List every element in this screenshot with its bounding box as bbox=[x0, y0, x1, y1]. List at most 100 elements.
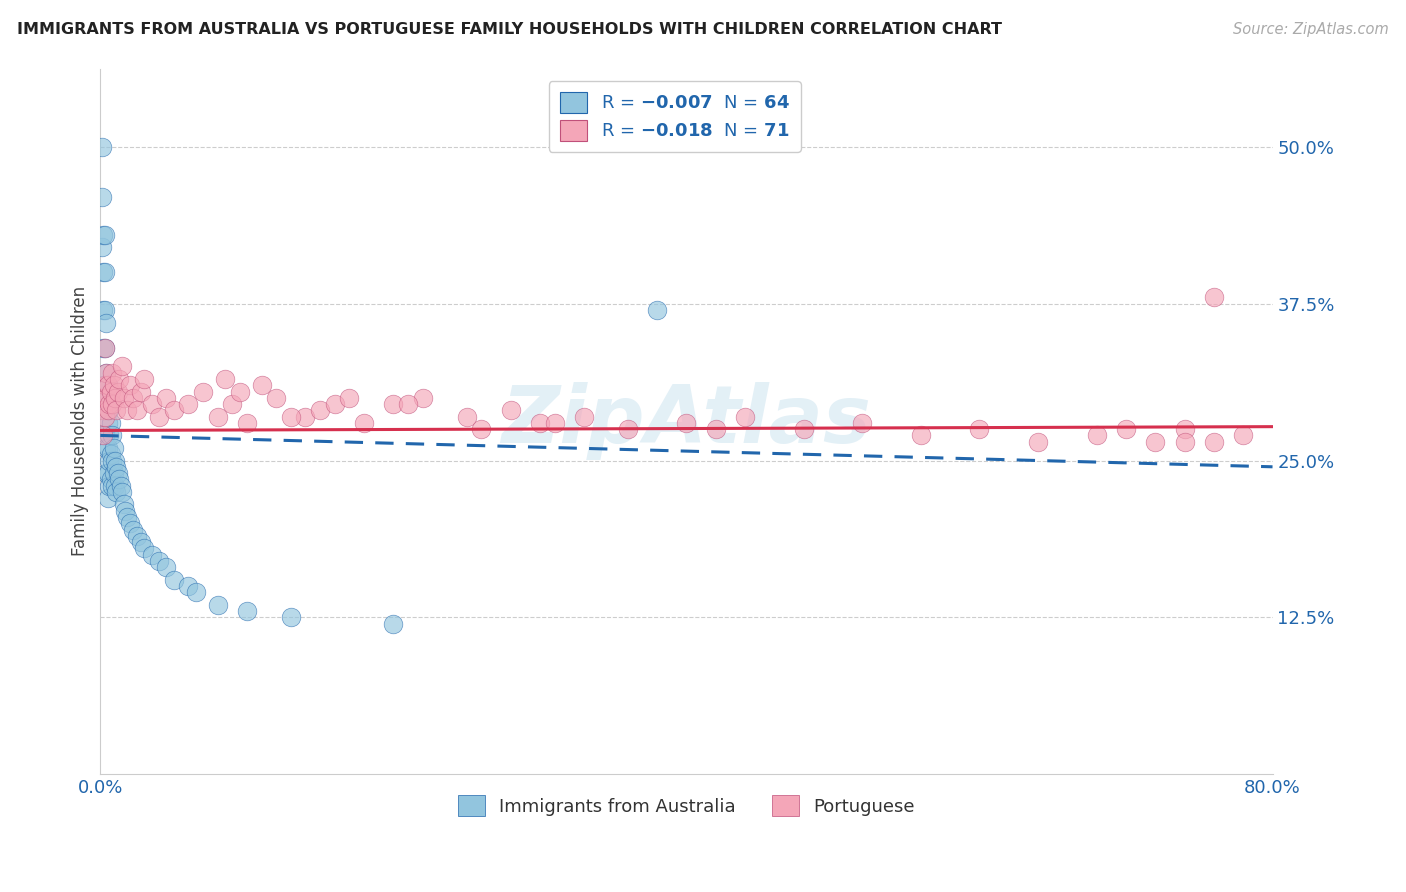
Point bbox=[191, 384, 214, 399]
Point bbox=[1085, 428, 1108, 442]
Point bbox=[96, 366, 118, 380]
Point bbox=[115, 403, 138, 417]
Point bbox=[793, 422, 815, 436]
Point bbox=[969, 422, 991, 436]
Point bbox=[177, 579, 200, 593]
Point bbox=[98, 453, 121, 467]
Point bbox=[100, 384, 122, 399]
Point bbox=[309, 403, 332, 417]
Point bbox=[90, 190, 112, 204]
Point bbox=[339, 391, 361, 405]
Point bbox=[91, 265, 114, 279]
Point bbox=[250, 378, 273, 392]
Point bbox=[108, 472, 131, 486]
Point bbox=[115, 510, 138, 524]
Point bbox=[214, 372, 236, 386]
Point bbox=[734, 409, 756, 424]
Point bbox=[1202, 290, 1225, 304]
Point bbox=[353, 416, 375, 430]
Point bbox=[111, 484, 134, 499]
Point bbox=[207, 409, 229, 424]
Point bbox=[96, 403, 118, 417]
Point bbox=[382, 616, 405, 631]
Point bbox=[1115, 422, 1137, 436]
Point bbox=[98, 403, 121, 417]
Point bbox=[93, 341, 115, 355]
Point bbox=[93, 227, 115, 242]
Point bbox=[236, 604, 259, 618]
Point bbox=[177, 397, 200, 411]
Point bbox=[704, 422, 727, 436]
Point bbox=[280, 610, 302, 624]
Point bbox=[264, 391, 287, 405]
Point bbox=[118, 378, 141, 392]
Point bbox=[97, 491, 120, 505]
Point bbox=[155, 560, 177, 574]
Point bbox=[103, 466, 125, 480]
Point bbox=[221, 397, 243, 411]
Text: ZipAtlas: ZipAtlas bbox=[502, 383, 872, 460]
Point bbox=[91, 227, 114, 242]
Point bbox=[100, 416, 122, 430]
Point bbox=[148, 409, 170, 424]
Point bbox=[105, 459, 128, 474]
Point bbox=[131, 384, 153, 399]
Point bbox=[107, 384, 129, 399]
Point bbox=[96, 366, 118, 380]
Point bbox=[105, 484, 128, 499]
Point bbox=[1026, 434, 1049, 449]
Point bbox=[105, 403, 128, 417]
Text: IMMIGRANTS FROM AUSTRALIA VS PORTUGUESE FAMILY HOUSEHOLDS WITH CHILDREN CORRELAT: IMMIGRANTS FROM AUSTRALIA VS PORTUGUESE … bbox=[17, 22, 1002, 37]
Point bbox=[529, 416, 551, 430]
Point bbox=[103, 378, 125, 392]
Point bbox=[280, 409, 302, 424]
Point bbox=[101, 428, 124, 442]
Point bbox=[96, 441, 118, 455]
Point bbox=[148, 554, 170, 568]
Point bbox=[101, 478, 124, 492]
Point bbox=[101, 366, 124, 380]
Point bbox=[1174, 422, 1197, 436]
Point bbox=[323, 397, 346, 411]
Point bbox=[97, 403, 120, 417]
Point bbox=[91, 341, 114, 355]
Point bbox=[97, 416, 120, 430]
Point bbox=[91, 378, 114, 392]
Point bbox=[100, 472, 122, 486]
Point bbox=[90, 140, 112, 154]
Point bbox=[141, 397, 163, 411]
Point bbox=[103, 441, 125, 455]
Point bbox=[111, 359, 134, 374]
Point bbox=[90, 240, 112, 254]
Point bbox=[91, 428, 114, 442]
Point bbox=[131, 535, 153, 549]
Point bbox=[112, 391, 135, 405]
Point bbox=[645, 303, 668, 318]
Point bbox=[91, 403, 114, 417]
Point bbox=[114, 504, 136, 518]
Point bbox=[96, 316, 118, 330]
Point bbox=[98, 478, 121, 492]
Point bbox=[617, 422, 640, 436]
Point bbox=[104, 391, 127, 405]
Point bbox=[499, 403, 522, 417]
Point bbox=[572, 409, 595, 424]
Point bbox=[93, 303, 115, 318]
Point bbox=[93, 391, 115, 405]
Point bbox=[96, 391, 118, 405]
Point bbox=[675, 416, 697, 430]
Point bbox=[134, 541, 156, 556]
Point bbox=[91, 303, 114, 318]
Point bbox=[1144, 434, 1167, 449]
Point bbox=[97, 378, 120, 392]
Point bbox=[470, 422, 492, 436]
Point bbox=[93, 428, 115, 442]
Point bbox=[101, 453, 124, 467]
Point bbox=[134, 372, 156, 386]
Point bbox=[155, 391, 177, 405]
Point bbox=[121, 391, 143, 405]
Point bbox=[294, 409, 316, 424]
Point bbox=[97, 441, 120, 455]
Point bbox=[118, 516, 141, 531]
Text: Source: ZipAtlas.com: Source: ZipAtlas.com bbox=[1233, 22, 1389, 37]
